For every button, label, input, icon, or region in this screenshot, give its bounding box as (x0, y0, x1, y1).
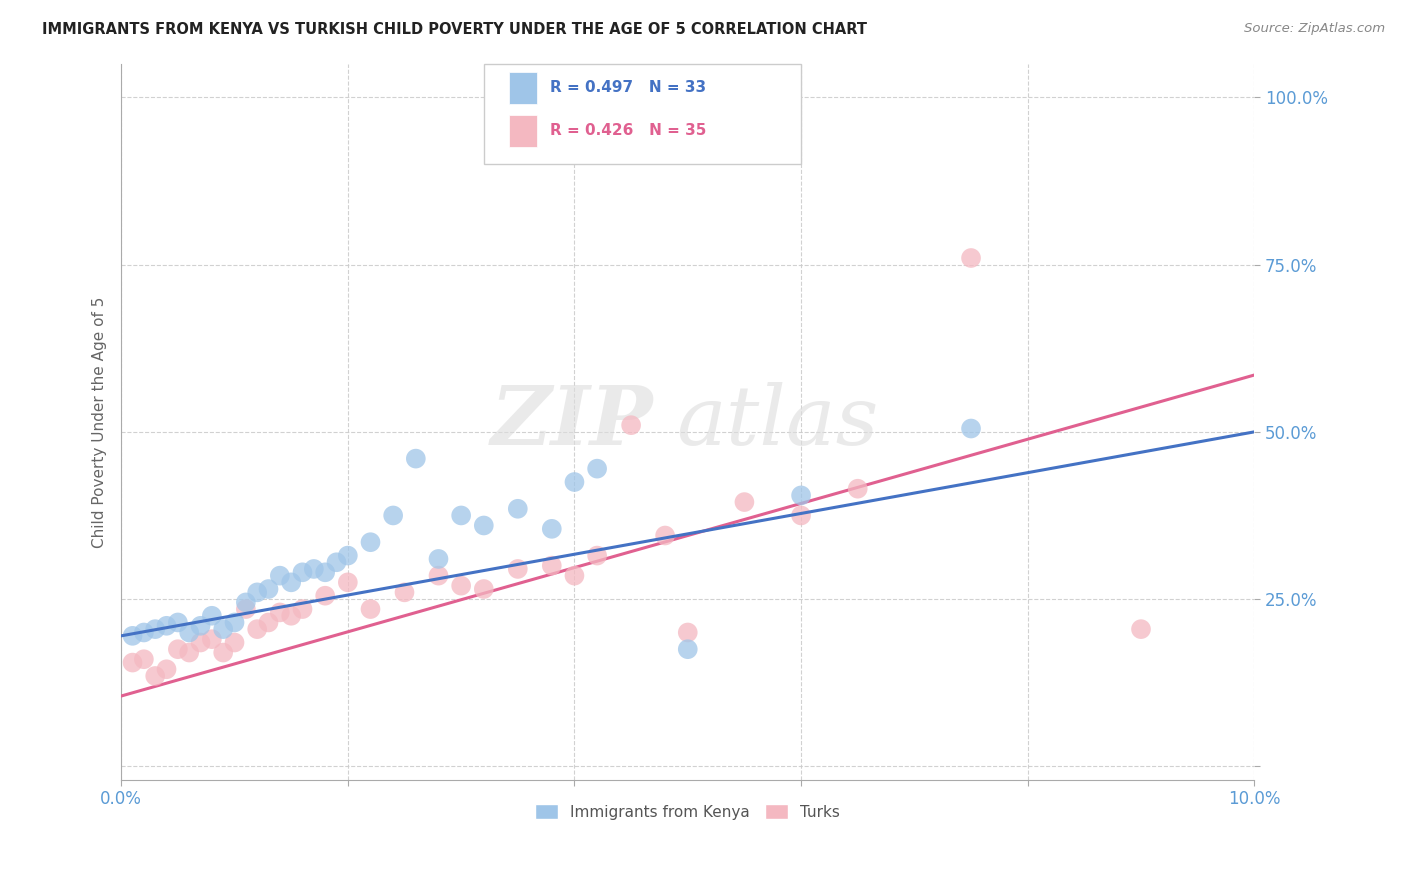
Point (143, 622, 166, 636)
Point (382, 508, 405, 523)
Point (676, 625, 699, 640)
Text: atlas: atlas (676, 382, 879, 462)
Point (167, 642, 190, 657)
Point (472, 518, 495, 533)
Point (302, 562, 325, 576)
Point (280, 575, 302, 590)
Point (314, 589, 336, 603)
Point (291, 602, 314, 616)
FancyBboxPatch shape (484, 64, 801, 164)
Point (450, 508, 472, 523)
Point (325, 555, 347, 569)
Point (846, 482, 869, 496)
Point (155, 619, 177, 633)
FancyBboxPatch shape (509, 114, 537, 147)
Point (620, 418, 643, 433)
Point (132, 625, 155, 640)
Point (790, 508, 813, 523)
Point (212, 646, 235, 660)
Point (143, 669, 166, 683)
Point (427, 568, 450, 582)
Point (360, 602, 382, 616)
Point (394, 585, 416, 599)
Point (201, 608, 224, 623)
Point (269, 568, 291, 582)
Point (586, 461, 609, 475)
Point (960, 421, 983, 435)
Point (427, 552, 450, 566)
Legend: Immigrants from Kenya, Turks: Immigrants from Kenya, Turks (529, 797, 846, 826)
Point (179, 646, 201, 660)
Point (564, 568, 586, 582)
Text: Source: ZipAtlas.com: Source: ZipAtlas.com (1244, 22, 1385, 36)
Point (179, 625, 201, 640)
Point (155, 662, 177, 676)
FancyBboxPatch shape (509, 71, 537, 103)
Point (540, 558, 562, 573)
Point (506, 501, 529, 516)
Text: R = 0.426   N = 35: R = 0.426 N = 35 (550, 123, 706, 138)
Point (224, 635, 246, 649)
Point (235, 595, 257, 609)
Point (405, 451, 427, 466)
Point (280, 608, 302, 623)
Point (257, 582, 280, 596)
Point (360, 535, 382, 549)
Text: IMMIGRANTS FROM KENYA VS TURKISH CHILD POVERTY UNDER THE AGE OF 5 CORRELATION CH: IMMIGRANTS FROM KENYA VS TURKISH CHILD P… (42, 22, 868, 37)
Point (246, 622, 269, 636)
Point (291, 566, 314, 580)
Point (224, 615, 246, 630)
Text: R = 0.497   N = 33: R = 0.497 N = 33 (550, 80, 706, 95)
Point (212, 622, 235, 636)
Point (790, 488, 813, 502)
Point (314, 566, 336, 580)
Point (1130, 622, 1153, 636)
Point (540, 522, 562, 536)
Point (235, 602, 257, 616)
Point (257, 615, 280, 630)
Point (960, 251, 983, 265)
Point (586, 549, 609, 563)
Point (654, 528, 676, 542)
Point (506, 562, 529, 576)
Point (336, 549, 359, 563)
Point (132, 652, 155, 666)
Point (246, 585, 269, 599)
Point (450, 579, 472, 593)
Point (336, 575, 359, 590)
Point (564, 475, 586, 489)
Point (167, 615, 190, 630)
Point (201, 632, 224, 647)
Point (269, 606, 291, 620)
Point (472, 582, 495, 596)
Point (190, 619, 212, 633)
Point (121, 629, 143, 643)
Point (676, 642, 699, 657)
Point (121, 656, 143, 670)
Y-axis label: Child Poverty Under the Age of 5: Child Poverty Under the Age of 5 (93, 296, 107, 548)
Point (190, 635, 212, 649)
Text: ZIP: ZIP (491, 382, 654, 462)
Point (733, 495, 755, 509)
